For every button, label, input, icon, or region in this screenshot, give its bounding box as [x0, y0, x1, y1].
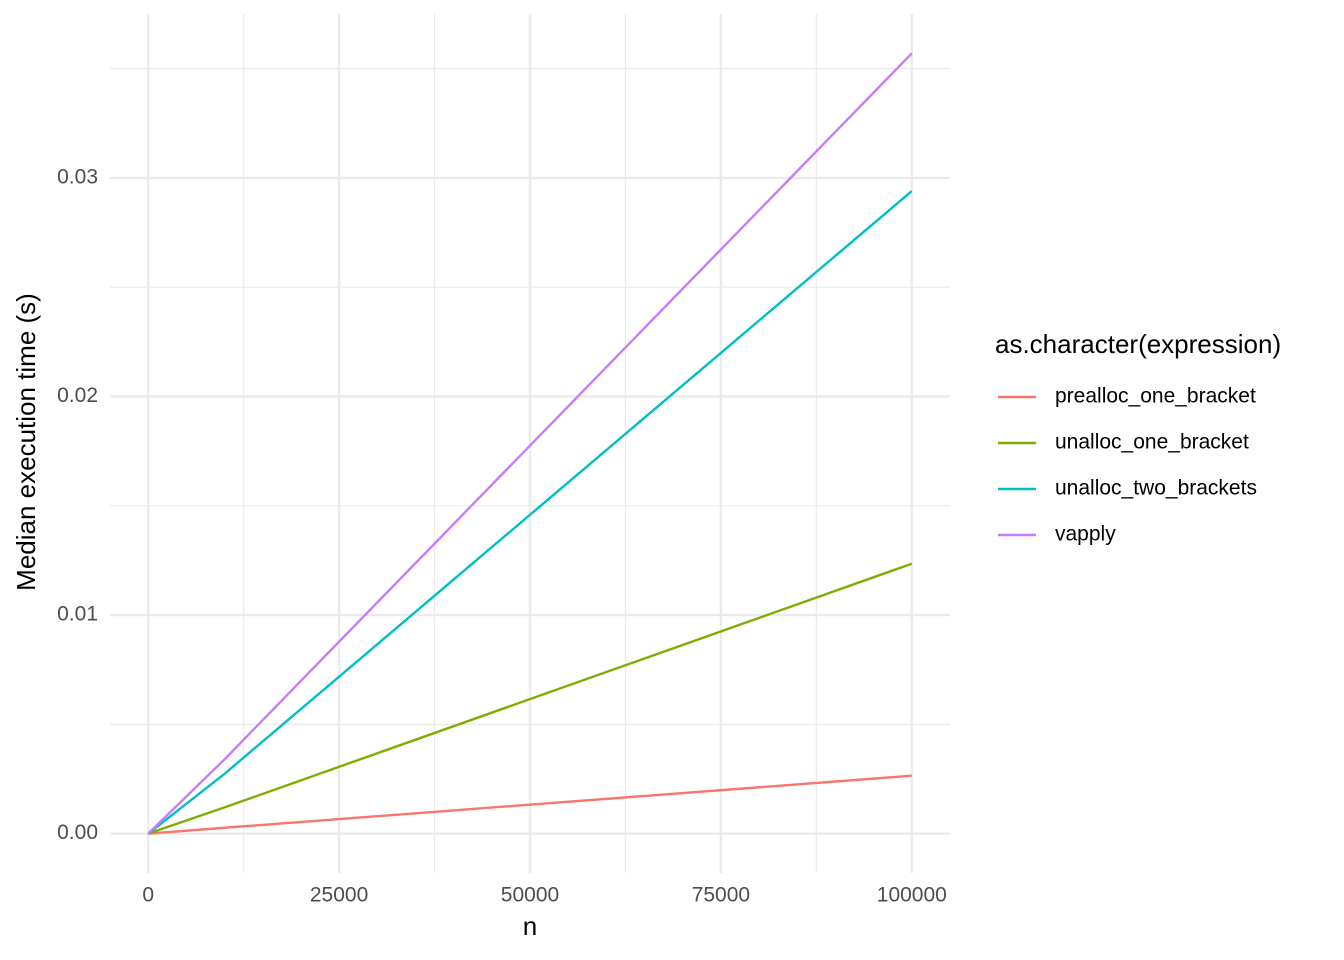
series-line — [147, 52, 913, 835]
legend-title: as.character(expression) — [995, 329, 1281, 359]
y-tick-label: 0.03 — [57, 165, 98, 188]
y-axis-label: Median execution time (s) — [11, 293, 41, 591]
legend-label: unalloc_one_bracket — [1055, 431, 1249, 454]
x-axis-label: n — [523, 911, 537, 941]
y-tick-label: 0.00 — [57, 821, 98, 844]
legend-label: vapply — [1055, 523, 1116, 546]
legend-label: unalloc_two_brackets — [1055, 477, 1257, 500]
series-line — [147, 562, 913, 835]
x-tick-label: 75000 — [692, 884, 750, 907]
x-tick-label: 0 — [142, 884, 154, 907]
series-line — [147, 190, 913, 835]
y-tick-label: 0.01 — [57, 603, 98, 626]
x-tick-label: 25000 — [310, 884, 368, 907]
x-tick-label: 50000 — [501, 884, 559, 907]
legend-label: prealloc_one_bracket — [1055, 385, 1256, 408]
x-tick-label: 100000 — [877, 884, 947, 907]
series-line — [148, 774, 912, 835]
y-tick-label: 0.02 — [57, 384, 98, 407]
